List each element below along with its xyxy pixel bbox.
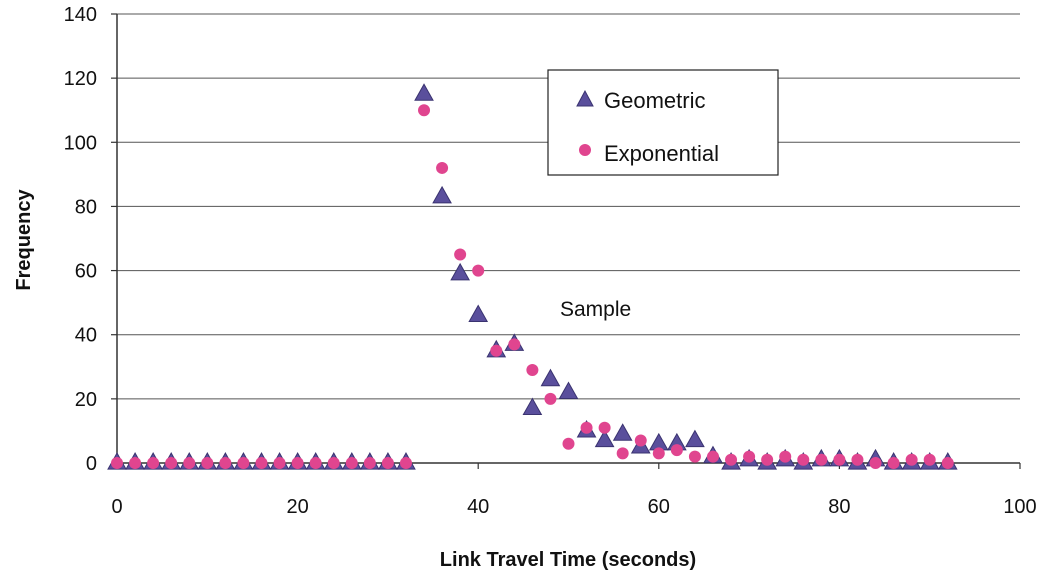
- exponential-point: [490, 344, 503, 357]
- geometric-point: [450, 262, 470, 281]
- legend-box: [547, 69, 779, 176]
- geometric-point: [685, 429, 705, 448]
- exponential-point: [255, 457, 268, 469]
- exponential-point: [399, 457, 412, 469]
- exponential-point: [345, 457, 358, 469]
- exponential-point: [580, 421, 593, 434]
- legend: Geometric Exponential: [547, 69, 779, 176]
- exponential-point: [273, 457, 286, 469]
- exponential-point: [598, 421, 611, 434]
- y-tick-label: 80: [75, 196, 97, 218]
- exponential-point: [363, 457, 376, 469]
- gridlines: [111, 13, 1021, 469]
- exponential-point: [327, 457, 340, 469]
- exponential-point: [670, 444, 683, 457]
- geometric-point: [414, 83, 434, 101]
- exponential-point: [165, 457, 178, 469]
- exponential-point: [887, 457, 900, 469]
- exponential-point: [941, 457, 954, 469]
- sample-annotation: Sample: [560, 298, 631, 321]
- exponential-point: [147, 457, 160, 469]
- x-tick-label: 0: [111, 496, 122, 518]
- exponential-point: [418, 104, 431, 117]
- exponential-point: [291, 457, 304, 469]
- y-tick-label: 120: [64, 68, 97, 90]
- tick-labels: 0 20 40 60 80 100 120 140 0 20 40 60 80 100: [64, 4, 1037, 518]
- exponential-point: [219, 457, 232, 469]
- x-tick-label: 80: [828, 496, 850, 518]
- geometric-point: [522, 397, 543, 416]
- geometric-point: [594, 429, 615, 448]
- exponential-point: [833, 453, 846, 466]
- exponential-point: [652, 447, 665, 460]
- exponential-point: [129, 457, 142, 469]
- geometric-point: [612, 423, 633, 441]
- geometric-point: [432, 185, 452, 204]
- y-tick-label: 140: [64, 4, 97, 26]
- exponential-point: [237, 457, 250, 469]
- exponential-point: [815, 453, 828, 466]
- exponential-point: [761, 453, 774, 466]
- exponential-point: [851, 453, 864, 466]
- y-tick-label: 20: [75, 389, 97, 411]
- exponential-point: [706, 450, 719, 463]
- legend-geometric-label: Geometric: [604, 88, 705, 113]
- exponential-point: [472, 264, 485, 277]
- exponential-point: [905, 453, 918, 466]
- y-tick-label: 0: [86, 453, 97, 475]
- exponential-point: [688, 450, 701, 463]
- y-tick-label: 100: [64, 132, 97, 154]
- data-points: [107, 83, 958, 470]
- geometric-point: [540, 368, 561, 387]
- y-tick-label: 40: [75, 325, 97, 347]
- exponential-point: [111, 457, 123, 469]
- exponential-point: [508, 338, 521, 351]
- exponential-point: [923, 453, 936, 466]
- exponential-point: [634, 434, 647, 447]
- exponential-point: [201, 457, 214, 469]
- x-tick-label: 100: [1003, 496, 1036, 518]
- exponential-point: [526, 363, 539, 376]
- x-axis-title: Link Travel Time (seconds): [440, 549, 696, 571]
- exponential-point: [743, 450, 756, 463]
- exponential-point: [562, 437, 575, 450]
- x-tick-label: 20: [286, 496, 308, 518]
- exponential-point: [779, 450, 792, 463]
- exponential-point: [183, 457, 196, 469]
- exponential-point: [436, 161, 449, 174]
- y-tick-label: 60: [75, 261, 97, 283]
- exponential-point: [381, 457, 394, 469]
- geometric-point: [468, 304, 489, 323]
- exponential-point: [725, 453, 738, 466]
- exponential-point: [454, 248, 467, 261]
- exponential-point: [797, 453, 810, 466]
- geometric-point: [558, 381, 579, 400]
- legend-exponential-label: Exponential: [604, 141, 719, 166]
- exponential-point: [544, 392, 557, 405]
- legend-exponential-marker: [579, 144, 591, 156]
- exponential-point: [869, 457, 882, 469]
- exponential-point: [309, 457, 322, 469]
- exponential-point: [616, 447, 629, 460]
- y-axis-title: Frequency: [13, 189, 35, 291]
- x-tick-label: 60: [648, 496, 670, 518]
- legend-geometric-marker: [576, 89, 594, 107]
- x-tick-label: 40: [467, 496, 489, 518]
